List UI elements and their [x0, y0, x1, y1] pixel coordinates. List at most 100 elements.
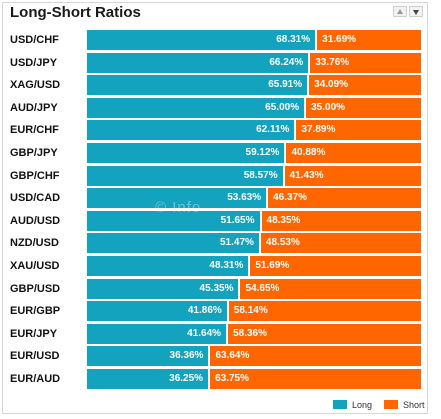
- pair-label: USD/CAD: [10, 192, 61, 205]
- bar-track: 68.31% 31.69%: [87, 30, 421, 50]
- bar-short: 34.09%: [309, 75, 421, 96]
- pair-label: EUR/GBP: [10, 305, 61, 318]
- bar-track: 65.91% 34.09%: [87, 75, 421, 96]
- bar-long: 51.65%: [87, 210, 260, 231]
- bar-short: 33.76%: [310, 52, 421, 73]
- pair-label: NZD/USD: [10, 237, 59, 250]
- pair-label: EUR/CHF: [10, 124, 59, 137]
- pair-label: USD/CHF: [10, 34, 59, 46]
- bar-track: 48.31% 51.69%: [87, 256, 421, 276]
- bar-track: 41.86% 58.14%: [87, 301, 421, 322]
- long-value-label: 36.25%: [169, 373, 204, 384]
- bar-long: 66.24%: [87, 52, 309, 73]
- pair-label: GBP/JPY: [10, 147, 58, 159]
- pair-label: EUR/USD: [10, 350, 60, 363]
- bar-short: 51.69%: [250, 256, 421, 276]
- bar-track: 51.65% 48.35%: [87, 210, 421, 231]
- bar-row: XAG/USD 65.91% 34.09%: [0, 75, 441, 96]
- short-value-label: 58.14%: [233, 305, 268, 317]
- short-value-label: 40.88%: [291, 147, 326, 158]
- bar-short: 63.64%: [210, 346, 421, 367]
- long-value-label: 65.91%: [268, 79, 303, 91]
- long-value-label: 41.64%: [187, 327, 222, 339]
- bar-short: 41.43%: [284, 165, 421, 186]
- short-value-label: 48.53%: [265, 237, 300, 249]
- bar-long: 59.12%: [87, 143, 285, 163]
- bar-row: USD/CHF 68.31% 31.69%: [0, 30, 441, 50]
- legend-label-short: Short: [403, 400, 425, 410]
- widget-title: Long-Short Ratios: [10, 4, 141, 21]
- bar-short: 58.36%: [228, 323, 421, 344]
- bar-short: 31.69%: [317, 30, 421, 50]
- bar-track: 36.36% 63.64%: [87, 346, 421, 367]
- bar-long: 68.31%: [87, 30, 316, 50]
- pair-label: XAG/USD: [10, 79, 61, 92]
- short-value-label: 63.64%: [215, 350, 250, 362]
- bar-row: XAU/USD 48.31% 51.69%: [0, 256, 441, 276]
- pair-label: AUD/JPY: [10, 101, 58, 114]
- pair-label: GBP/CHF: [10, 169, 60, 182]
- short-value-label: 51.69%: [255, 260, 290, 271]
- pair-label: EUR/JPY: [10, 327, 58, 340]
- bar-long: 48.31%: [87, 256, 249, 276]
- bar-row: AUD/USD 51.65% 48.35%: [0, 210, 441, 231]
- collapse-up-button[interactable]: [393, 6, 407, 17]
- bar-track: 66.24% 33.76%: [87, 52, 421, 73]
- bar-short: 58.14%: [228, 301, 421, 322]
- bar-short: 54.65%: [240, 278, 421, 299]
- long-value-label: 45.35%: [199, 282, 234, 294]
- bar-track: 65.00% 35.00%: [87, 97, 421, 118]
- bar-track: 36.25% 63.75%: [87, 369, 421, 389]
- long-value-label: 62.11%: [256, 124, 290, 136]
- bar-long: 53.63%: [87, 188, 267, 209]
- short-value-label: 33.76%: [315, 56, 350, 68]
- bar-long: 62.11%: [87, 120, 295, 141]
- bar-long: 51.47%: [87, 233, 259, 254]
- bar-long: 65.00%: [87, 97, 305, 118]
- caret-up-icon: [397, 9, 403, 14]
- bar-track: 45.35% 54.65%: [87, 278, 421, 299]
- bar-short: 48.53%: [260, 233, 421, 254]
- legend-label-long: Long: [352, 400, 373, 410]
- pair-label: USD/JPY: [10, 56, 58, 69]
- bar-long: 41.86%: [87, 301, 227, 322]
- long-value-label: 65.00%: [265, 101, 300, 113]
- long-value-label: 41.86%: [187, 305, 222, 317]
- short-value-label: 63.75%: [215, 373, 249, 384]
- bar-short: 40.88%: [286, 143, 421, 163]
- bar-short: 37.89%: [296, 120, 421, 141]
- bar-long: 41.64%: [87, 323, 227, 344]
- bar-row: GBP/JPY 59.12% 40.88%: [0, 143, 441, 163]
- long-value-label: 36.36%: [169, 350, 204, 362]
- short-value-label: 48.35%: [266, 214, 301, 226]
- bar-short: 35.00%: [306, 97, 421, 118]
- bar-row: NZD/USD 51.47% 48.53%: [0, 233, 441, 254]
- pair-label: GBP/USD: [10, 282, 61, 295]
- bar-row: EUR/USD 36.36% 63.64%: [0, 346, 441, 367]
- short-value-label: 46.37%: [273, 192, 308, 204]
- bar-long: 58.57%: [87, 165, 283, 186]
- long-value-label: 59.12%: [245, 147, 280, 158]
- bar-short: 63.75%: [210, 369, 421, 389]
- expand-down-button[interactable]: [409, 6, 423, 17]
- bar-long: 65.91%: [87, 75, 308, 96]
- widget-controls: [393, 6, 423, 17]
- short-value-label: 58.36%: [233, 327, 267, 339]
- short-value-label: 37.89%: [301, 124, 336, 136]
- legend-swatch-short: [384, 400, 398, 409]
- bar-row: EUR/JPY 41.64% 58.36%: [0, 323, 441, 344]
- bar-track: 59.12% 40.88%: [87, 143, 421, 163]
- long-value-label: 68.31%: [276, 34, 311, 45]
- bar-short: 48.35%: [261, 210, 421, 231]
- bar-short: 46.37%: [268, 188, 421, 209]
- bar-row: EUR/CHF 62.11% 37.89%: [0, 120, 441, 141]
- bar-track: 41.64% 58.36%: [87, 323, 421, 344]
- bar-track: 62.11% 37.89%: [87, 120, 421, 141]
- short-value-label: 35.00%: [311, 101, 346, 113]
- long-value-label: 58.57%: [243, 169, 278, 181]
- bar-long: 36.25%: [87, 369, 209, 389]
- bar-track: 58.57% 41.43%: [87, 165, 421, 186]
- short-value-label: 31.69%: [322, 34, 357, 45]
- bar-row: EUR/AUD 36.25% 63.75%: [0, 369, 441, 389]
